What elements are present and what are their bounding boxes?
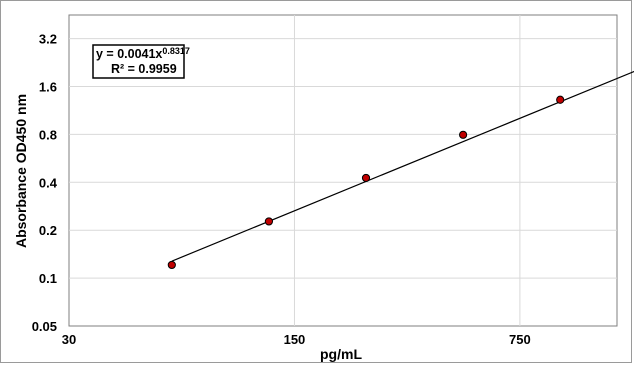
x-tick-label-1: 150 (284, 332, 306, 347)
data-point-2 (361, 173, 371, 183)
equation-exponent: 0.8317 (162, 46, 190, 56)
x-axis-label: pg/mL (320, 346, 362, 362)
y-tick-label-0: 0.05 (32, 319, 57, 334)
trendline-group (171, 70, 634, 262)
y-tick-label-6: 3.2 (39, 32, 57, 47)
r-squared-text: R² = 0.9959 (111, 62, 177, 76)
gridlines (69, 15, 617, 326)
equation-prefix: y = 0.0041x (96, 47, 162, 61)
trendline (171, 70, 634, 262)
data-point-1 (264, 217, 274, 226)
data-points (167, 95, 565, 270)
y-tick-label-1: 0.1 (39, 271, 57, 286)
equation-box: y = 0.0041x0.8317 R² = 0.9959 (92, 44, 190, 79)
data-point-4 (556, 95, 565, 104)
y-tick-label-4: 0.8 (39, 127, 57, 142)
y-axis-label: Absorbance OD450 nm (13, 94, 29, 248)
x-tick-label-2: 750 (509, 332, 531, 347)
equation-text: y = 0.0041x0.8317 (96, 46, 190, 61)
data-point-3 (459, 130, 468, 139)
x-tick-labels: 30 150 750 (62, 332, 531, 347)
data-point-0 (167, 260, 176, 270)
y-tick-label-5: 1.6 (39, 79, 57, 94)
y-tick-label-2: 0.2 (39, 223, 57, 238)
y-tick-label-3: 0.4 (39, 175, 58, 190)
x-tick-label-0: 30 (62, 332, 76, 347)
y-tick-labels: 0.05 0.1 0.2 0.4 0.8 1.6 3.2 (32, 32, 58, 334)
